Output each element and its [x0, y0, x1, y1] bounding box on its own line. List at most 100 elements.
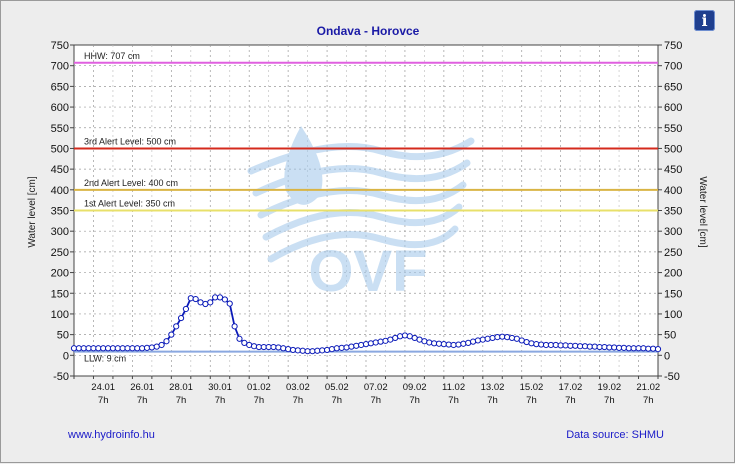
data-point — [474, 337, 482, 344]
watermark-logo: OVF — [247, 126, 475, 304]
threshold-label: 3rd Alert Level: 500 cm — [84, 136, 176, 146]
y-tick-label-left: 150 — [51, 288, 69, 300]
data-point — [182, 305, 190, 313]
data-point — [396, 333, 404, 340]
chart-title: Ondava - Horovce — [317, 24, 420, 38]
data-point — [207, 299, 214, 306]
data-point — [187, 295, 194, 302]
data-point — [426, 339, 433, 346]
y-tick-label-right: 500 — [664, 143, 682, 155]
y-tick-label-left: 400 — [51, 185, 69, 197]
y-tick-label-right: 750 — [664, 40, 682, 52]
x-tick-sublabel: 7h — [565, 395, 576, 406]
data-point — [231, 323, 238, 330]
x-tick-label: 28.01 — [169, 382, 193, 393]
y-tick-label-left: 350 — [51, 206, 69, 218]
x-tick-sublabel: 7h — [332, 395, 343, 406]
hydroinfo-link[interactable]: www.hydroinfo.hu — [68, 429, 155, 441]
x-tick-label: 26.01 — [130, 382, 154, 393]
x-tick-label: 13.02 — [481, 382, 505, 393]
data-point — [372, 339, 379, 346]
x-tick-label: 01.02 — [247, 382, 271, 393]
x-tick-sublabel: 7h — [448, 395, 459, 406]
threshold-lines: HHW: 707 cm 3rd Alert Level: 500 cm 2nd Al… — [74, 51, 658, 364]
x-tick-label: 15.02 — [520, 382, 544, 393]
y-tick-label-left: -50 — [53, 371, 69, 383]
data-point — [401, 332, 409, 339]
threshold-label: LLW: 9 cm — [84, 354, 126, 364]
data-point — [280, 345, 287, 352]
y-tick-label-left: 0 — [63, 350, 69, 362]
x-tick-label: 24.01 — [91, 382, 115, 393]
watermark-wave — [267, 225, 459, 263]
x-tick-sublabel: 7h — [370, 395, 381, 406]
y-tick-label-right: -50 — [664, 371, 680, 383]
data-point — [362, 341, 370, 348]
data-point — [158, 341, 165, 349]
y-tick-label-left: 100 — [51, 309, 69, 321]
data-point — [226, 300, 233, 307]
data-point — [382, 337, 389, 344]
y-tick-label-left: 700 — [51, 61, 69, 73]
x-tick-label: 17.02 — [559, 382, 583, 393]
y-tick-label-right: 350 — [664, 206, 682, 218]
x-tick-sublabel: 7h — [487, 395, 498, 406]
x-tick-sublabel: 7h — [254, 395, 265, 406]
y-tick-label-right: 150 — [664, 288, 682, 300]
x-tick-sublabel: 7h — [643, 395, 654, 406]
y-axis-label-left: Water level [cm] — [27, 176, 38, 248]
x-tick-sublabel: 7h — [604, 395, 615, 406]
data-point — [460, 340, 467, 347]
y-tick-label-right: 600 — [664, 102, 682, 114]
data-point — [328, 346, 336, 353]
data-point — [484, 335, 491, 342]
data-point — [343, 344, 350, 351]
data-source-label: Data source: SHMU — [566, 429, 664, 441]
y-tick-label-left: 600 — [51, 102, 69, 114]
data-point — [348, 343, 355, 350]
x-tick-label: 09.02 — [403, 382, 427, 393]
data-point — [508, 334, 516, 342]
x-tick-sublabel: 7h — [176, 395, 187, 406]
data-point — [168, 331, 175, 338]
watermark-wave — [262, 203, 463, 241]
data-point — [246, 341, 253, 349]
y-tick-label-right: 450 — [664, 164, 682, 176]
info-icon[interactable]: i — [694, 10, 715, 31]
data-point — [177, 314, 185, 322]
threshold-label: 2nd Alert Level: 400 cm — [84, 178, 178, 188]
y-tick-label-left: 750 — [51, 40, 69, 52]
data-point — [523, 338, 530, 346]
y-tick-label-left: 50 — [57, 330, 69, 342]
threshold-label: HHW: 707 cm — [84, 51, 140, 61]
y-tick-label-right: 250 — [664, 247, 682, 259]
axes: -50 -50 0 0 50 50 100 100 150 150 200 200 250 250 300 3… — [51, 40, 683, 406]
y-tick-label-right: 700 — [664, 61, 682, 73]
threshold-label: 1st Alert Level: 350 cm — [84, 199, 175, 209]
data-point — [250, 343, 258, 350]
data-point — [469, 338, 477, 345]
data-point — [528, 340, 535, 347]
data-point — [489, 334, 496, 342]
data-point — [173, 323, 180, 330]
data-point — [236, 335, 243, 342]
data-point — [654, 346, 662, 353]
watermark-text: OVF — [308, 239, 427, 304]
y-tick-label-right: 300 — [664, 226, 682, 238]
y-tick-label-left: 650 — [51, 81, 69, 93]
x-tick-sublabel: 7h — [98, 395, 109, 406]
data-point — [479, 336, 486, 343]
data-point — [148, 344, 155, 351]
data-point — [377, 338, 384, 345]
x-tick-label: 03.02 — [286, 382, 310, 393]
y-tick-label-left: 250 — [51, 247, 69, 259]
y-tick-label-right: 650 — [664, 81, 682, 93]
y-tick-label-right: 100 — [664, 309, 682, 321]
data-point — [358, 341, 365, 349]
data-point — [163, 338, 170, 345]
x-tick-sublabel: 7h — [293, 395, 304, 406]
data-point — [465, 339, 472, 346]
data-point — [455, 341, 462, 348]
